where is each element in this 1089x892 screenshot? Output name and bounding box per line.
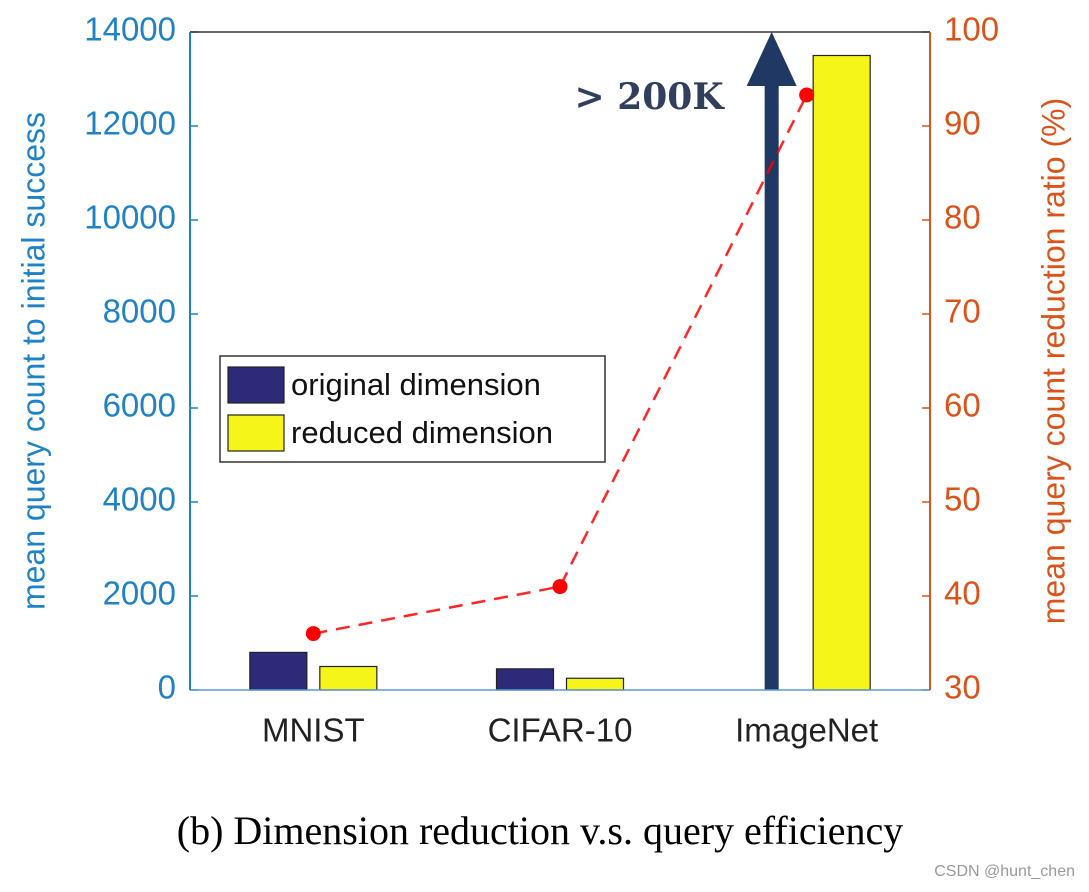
x-tick-label: MNIST	[262, 712, 365, 749]
y2-tick-label: 50	[944, 481, 981, 518]
y-tick-label: 6000	[103, 387, 176, 424]
y2-tick-label: 40	[944, 575, 981, 612]
bar	[565, 677, 625, 691]
y2-axis-label: mean query count reduction ratio (%)	[1035, 98, 1071, 624]
y-tick-label: 12000	[84, 105, 176, 142]
legend-swatch	[227, 414, 285, 452]
bar	[249, 651, 308, 691]
y2-tick-label: 30	[944, 669, 981, 706]
y-tick-label: 14000	[84, 11, 176, 48]
x-tick-label: ImageNet	[735, 712, 878, 749]
y-axis-label: mean query count to initial success	[15, 112, 51, 610]
caption: (b) Dimension reduction v.s. query effic…	[177, 808, 903, 853]
ratio-point	[305, 626, 321, 642]
y-tick-label: 8000	[103, 293, 176, 330]
y2-tick-label: 60	[944, 387, 981, 424]
legend-label: original dimension	[291, 367, 541, 402]
y2-tick-label: 90	[944, 105, 981, 142]
y2-tick-label: 70	[944, 293, 981, 330]
y-tick-label: 10000	[84, 199, 176, 236]
legend-swatch	[227, 366, 285, 404]
off-scale-arrow	[746, 32, 797, 690]
y-tick-label: 2000	[103, 575, 176, 612]
y2-tick-label: 80	[944, 199, 981, 236]
y-tick-label: 0	[158, 669, 176, 706]
ratio-point	[799, 87, 815, 103]
y2-tick-label: 100	[944, 11, 999, 48]
bar	[495, 668, 555, 691]
watermark: CSDN @hunt_chen	[934, 863, 1075, 880]
legend: original dimension reduced dimension	[219, 355, 606, 463]
bar	[319, 665, 378, 691]
legend-label: reduced dimension	[291, 415, 553, 450]
y-tick-label: 4000	[103, 481, 176, 518]
annotation: > 200K	[575, 76, 726, 118]
ratio-point	[552, 579, 568, 595]
bar	[812, 54, 871, 691]
x-tick-label: CIFAR-10	[488, 712, 633, 749]
